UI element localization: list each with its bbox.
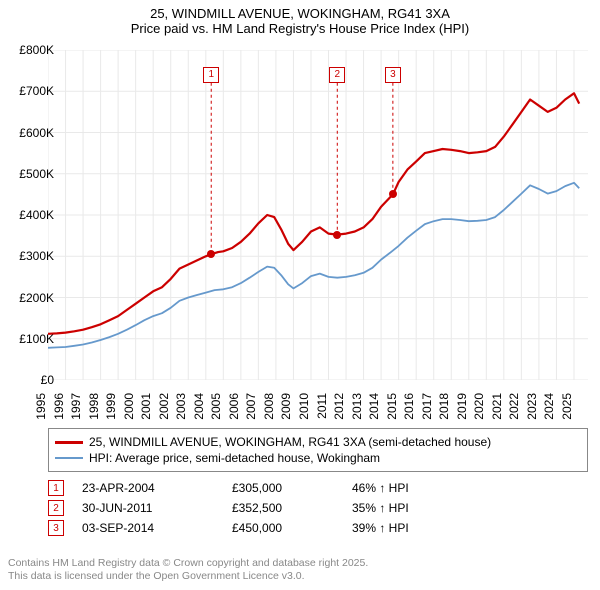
x-tick-label: 2000 <box>122 393 136 420</box>
x-tick-label: 2005 <box>209 393 223 420</box>
legend: 25, WINDMILL AVENUE, WOKINGHAM, RG41 3XA… <box>48 428 588 472</box>
sales-row: 1 23-APR-2004 £305,000 46% ↑ HPI <box>48 480 472 496</box>
sale-diff: 39% ↑ HPI <box>352 521 472 535</box>
sale-marker-box: 3 <box>385 67 401 83</box>
x-tick-label: 2016 <box>402 393 416 420</box>
x-tick-label: 1995 <box>34 393 48 420</box>
sale-marker-icon: 2 <box>48 500 64 516</box>
y-tick-label: £700K <box>19 84 54 98</box>
sale-date: 30-JUN-2011 <box>82 501 232 515</box>
x-tick-label: 2006 <box>227 393 241 420</box>
x-tick-label: 1999 <box>104 393 118 420</box>
y-tick-label: £500K <box>19 167 54 181</box>
x-tick-label: 2015 <box>385 393 399 420</box>
sale-price: £450,000 <box>232 521 352 535</box>
legend-label: HPI: Average price, semi-detached house,… <box>89 451 380 465</box>
y-tick-label: £100K <box>19 332 54 346</box>
sale-marker-box: 1 <box>203 67 219 83</box>
legend-swatch <box>55 457 83 459</box>
x-tick-label: 1996 <box>52 393 66 420</box>
license-text: Contains HM Land Registry data © Crown c… <box>8 557 368 584</box>
title-block: 25, WINDMILL AVENUE, WOKINGHAM, RG41 3XA… <box>0 0 600 36</box>
y-tick-label: £400K <box>19 208 54 222</box>
x-tick-label: 2020 <box>472 393 486 420</box>
sale-date: 03-SEP-2014 <box>82 521 232 535</box>
x-tick-label: 2014 <box>367 393 381 420</box>
x-tick-label: 2009 <box>279 393 293 420</box>
sales-row: 2 30-JUN-2011 £352,500 35% ↑ HPI <box>48 500 472 516</box>
x-tick-label: 1998 <box>87 393 101 420</box>
x-tick-label: 2010 <box>297 393 311 420</box>
x-tick-label: 1997 <box>69 393 83 420</box>
legend-swatch <box>55 441 83 444</box>
license-line-2: This data is licensed under the Open Gov… <box>8 570 368 584</box>
x-tick-label: 2025 <box>560 393 574 420</box>
y-tick-label: £300K <box>19 249 54 263</box>
sale-dot <box>389 190 397 198</box>
sale-marker-box: 2 <box>329 67 345 83</box>
line-chart <box>48 50 588 380</box>
x-tick-label: 2002 <box>157 393 171 420</box>
sale-diff: 35% ↑ HPI <box>352 501 472 515</box>
sale-dot <box>207 250 215 258</box>
x-tick-label: 2012 <box>332 393 346 420</box>
x-tick-label: 2003 <box>174 393 188 420</box>
x-tick-label: 2022 <box>507 393 521 420</box>
y-tick-label: £800K <box>19 43 54 57</box>
x-tick-label: 2004 <box>192 393 206 420</box>
x-tick-label: 2007 <box>244 393 258 420</box>
sale-diff: 46% ↑ HPI <box>352 481 472 495</box>
x-tick-label: 2011 <box>315 393 329 419</box>
sale-dot <box>333 231 341 239</box>
x-tick-label: 2021 <box>490 393 504 420</box>
x-tick-label: 2013 <box>350 393 364 420</box>
title-line-1: 25, WINDMILL AVENUE, WOKINGHAM, RG41 3XA <box>0 6 600 21</box>
sale-date: 23-APR-2004 <box>82 481 232 495</box>
chart-container: 25, WINDMILL AVENUE, WOKINGHAM, RG41 3XA… <box>0 0 600 590</box>
legend-item-hpi: HPI: Average price, semi-detached house,… <box>55 451 581 465</box>
sale-marker-icon: 1 <box>48 480 64 496</box>
y-tick-label: £600K <box>19 126 54 140</box>
x-tick-label: 2008 <box>262 393 276 420</box>
sales-table: 1 23-APR-2004 £305,000 46% ↑ HPI 2 30-JU… <box>48 476 472 540</box>
sale-marker-icon: 3 <box>48 520 64 536</box>
legend-label: 25, WINDMILL AVENUE, WOKINGHAM, RG41 3XA… <box>89 435 491 449</box>
x-tick-label: 2001 <box>139 393 153 420</box>
title-line-2: Price paid vs. HM Land Registry's House … <box>0 21 600 36</box>
x-tick-label: 2017 <box>420 393 434 420</box>
sale-price: £352,500 <box>232 501 352 515</box>
legend-item-price-paid: 25, WINDMILL AVENUE, WOKINGHAM, RG41 3XA… <box>55 435 581 449</box>
sales-row: 3 03-SEP-2014 £450,000 39% ↑ HPI <box>48 520 472 536</box>
y-tick-label: £200K <box>19 291 54 305</box>
y-tick-label: £0 <box>41 373 54 387</box>
x-tick-label: 2018 <box>437 393 451 420</box>
x-tick-label: 2019 <box>455 393 469 420</box>
sale-price: £305,000 <box>232 481 352 495</box>
x-tick-label: 2024 <box>542 393 556 420</box>
x-tick-label: 2023 <box>525 393 539 420</box>
license-line-1: Contains HM Land Registry data © Crown c… <box>8 557 368 571</box>
